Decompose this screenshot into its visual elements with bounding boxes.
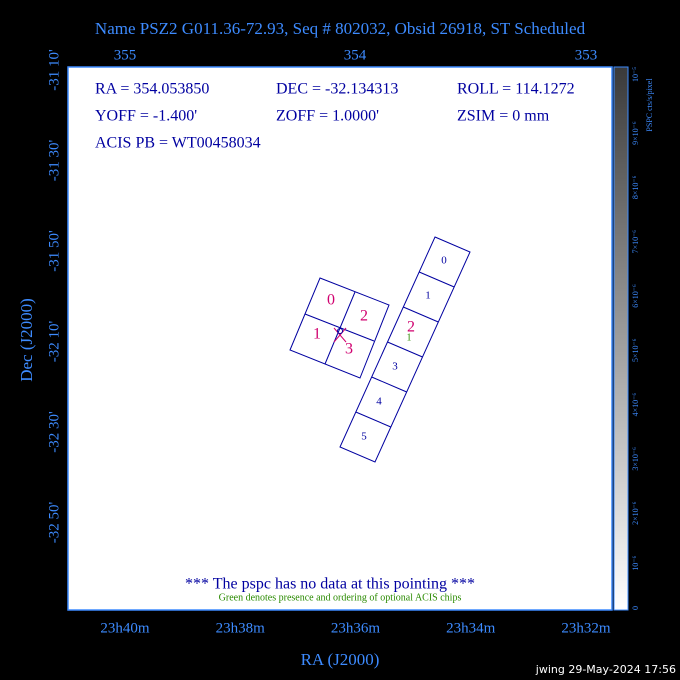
y-tick-label: -31 30' [46, 139, 62, 181]
y-tick-label: -32 50' [46, 501, 62, 543]
chip-label: 0 [441, 255, 447, 267]
title: Name PSZ2 G011.36-72.93, Seq # 802032, O… [95, 19, 586, 38]
y-axis-title: Dec (J2000) [17, 298, 36, 382]
colorbar [613, 66, 629, 611]
pointing [337, 328, 343, 334]
x-tick-label: 23h36m [331, 620, 381, 636]
acis-s-labels: 0 1 2 3 4 5 [361, 255, 447, 443]
left-axis: -31 10' -31 30' -31 50' -32 10' -32 30' -32 5… [46, 49, 62, 543]
colorbar-tick-label: 5×10⁻⁶ [631, 338, 640, 362]
colorbar-tick-label: 2×10⁻⁶ [631, 501, 640, 525]
chip-label: 1 [313, 326, 321, 343]
colorbar-tick-label: 10⁻⁶ [631, 555, 640, 570]
colorbar-tick-label: 3×10⁻⁶ [631, 447, 640, 471]
info: RA = 354.053850 [95, 81, 209, 98]
optional-chip: 1 [407, 332, 412, 343]
footer: jwing 29-May-2024 17:56 [535, 663, 676, 676]
x-tick-label: 23h40m [100, 620, 150, 636]
colorbar-ticks: 0 10⁻⁶ 2×10⁻⁶ 3×10⁻⁶ 4×10⁻⁶ 5×10⁻⁶ 6×10⁻⁶ 7×10⁻… [631, 67, 640, 610]
bottom-axis: 23h40m 23h38m 23h36m 23h34m 23h32m [100, 620, 611, 636]
info: YOFF = -1.400' [95, 108, 197, 125]
x-tick-label: 23h34m [446, 620, 496, 636]
top-tick-label: 353 [575, 47, 598, 63]
chip-label: 3 [345, 341, 353, 358]
colorbar-tick-label: 0 [631, 606, 640, 610]
info: ZSIM = 0 mm [457, 108, 550, 125]
info: DEC = -32.134313 [276, 81, 398, 98]
y-tick-label: -31 50' [46, 230, 62, 272]
acis-i-labels: 0 1 2 3 [313, 292, 368, 358]
x-tick-label: 23h32m [561, 620, 611, 636]
chip-label: 0 [327, 292, 335, 309]
colorbar-tick-label: 7×10⁻⁶ [631, 230, 640, 254]
message: *** The pspc has no data at this pointin… [185, 576, 475, 593]
chip-label: 2 [360, 308, 368, 325]
top-tick-label: 354 [344, 47, 367, 63]
chip-label: 5 [361, 431, 367, 443]
colorbar-tick-label: 10⁻⁵ [631, 67, 640, 82]
colorbar-tick-label: 8×10⁻⁶ [631, 175, 640, 199]
y-tick-label: -32 30' [46, 411, 62, 453]
colorbar-tick-label: 4×10⁻⁶ [631, 393, 640, 417]
y-tick-label: -31 10' [46, 49, 62, 91]
x-axis-title: RA (J2000) [301, 650, 380, 669]
colorbar-title: PSPC cts/s/pixel [645, 78, 654, 132]
x-tick-label: 23h38m [216, 620, 266, 636]
top-tick-label: 355 [114, 47, 137, 63]
info: ACIS PB = WT00458034 [95, 135, 261, 152]
chip-label: 4 [376, 396, 382, 408]
info: ZOFF = 1.0000' [276, 108, 379, 125]
plot-area [67, 66, 613, 611]
info: ROLL = 114.1272 [457, 81, 575, 98]
chip-label: 1 [425, 290, 431, 302]
acis-s [339, 236, 471, 463]
colorbar-tick-label: 9×10⁻⁶ [631, 121, 640, 145]
colorbar-tick-label: 6×10⁻⁶ [631, 284, 640, 308]
chip-label: 3 [392, 361, 398, 373]
aimpoint [333, 327, 347, 343]
note: Green denotes presence and ordering of o… [219, 592, 462, 603]
chip-label: 2 [407, 319, 415, 336]
y-tick-label: -32 10' [46, 320, 62, 362]
